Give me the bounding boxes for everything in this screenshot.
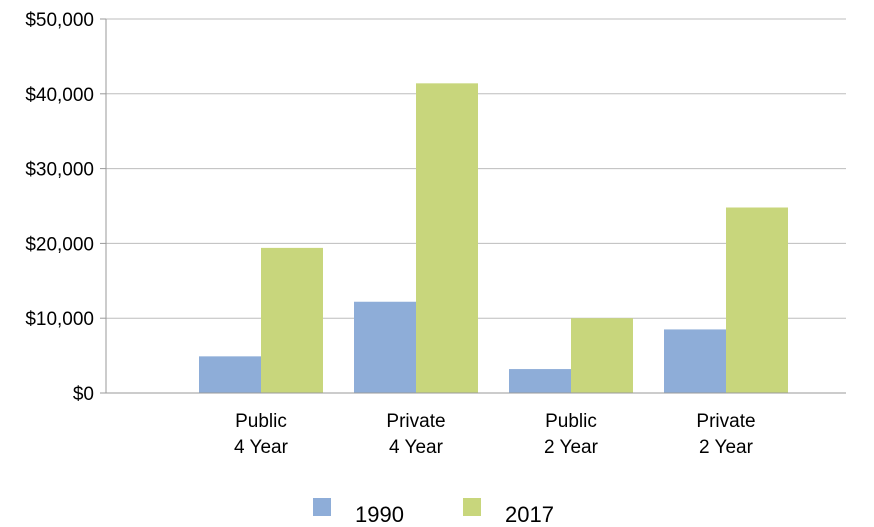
x-tick-label: Private 4 Year [386,411,445,458]
x-tick-label-line: 4 Year [234,437,289,458]
bar-2017-0 [261,247,323,393]
y-tick-label: $30,000 [25,160,94,181]
y-tick-label: $50,000 [25,10,94,31]
x-tick-label-line: Private [386,411,445,432]
bar-2017-3 [726,207,788,393]
x-tick-label-line: Public [235,411,287,432]
x-tick-label: Public 4 Year [234,411,289,458]
bar-2017-2 [571,318,633,393]
legend-swatch-1990 [313,498,331,516]
bar-2017-1 [416,83,478,393]
y-tick-label: $20,000 [25,234,94,255]
x-tick-label: Public 2 Year [544,411,599,458]
x-tick-label-line: Private [696,411,755,432]
bar-1990-1 [354,301,416,393]
bar-1990-3 [664,329,726,393]
y-tick-label: $0 [73,384,94,405]
bar-1990-2 [509,369,571,393]
legend-label-2017: 2017 [505,502,554,527]
y-tick-label: $40,000 [25,85,94,106]
x-tick-label-line: Public [545,411,597,432]
x-tick-label-line: 2 Year [699,437,754,458]
legend: 1990 2017 [313,498,554,527]
legend-label-1990: 1990 [355,502,404,527]
x-tick-label: Private 2 Year [696,411,755,458]
bars [199,83,788,393]
y-axis-tick-labels: $0 $10,000 $20,000 $30,000 $40,000 $50,000 [25,10,94,405]
bar-1990-0 [199,356,261,393]
x-tick-label-line: 2 Year [544,437,599,458]
axes [105,19,846,394]
x-tick-label-line: 4 Year [389,437,444,458]
legend-swatch-2017 [463,498,481,516]
y-tick-label: $10,000 [25,309,94,330]
